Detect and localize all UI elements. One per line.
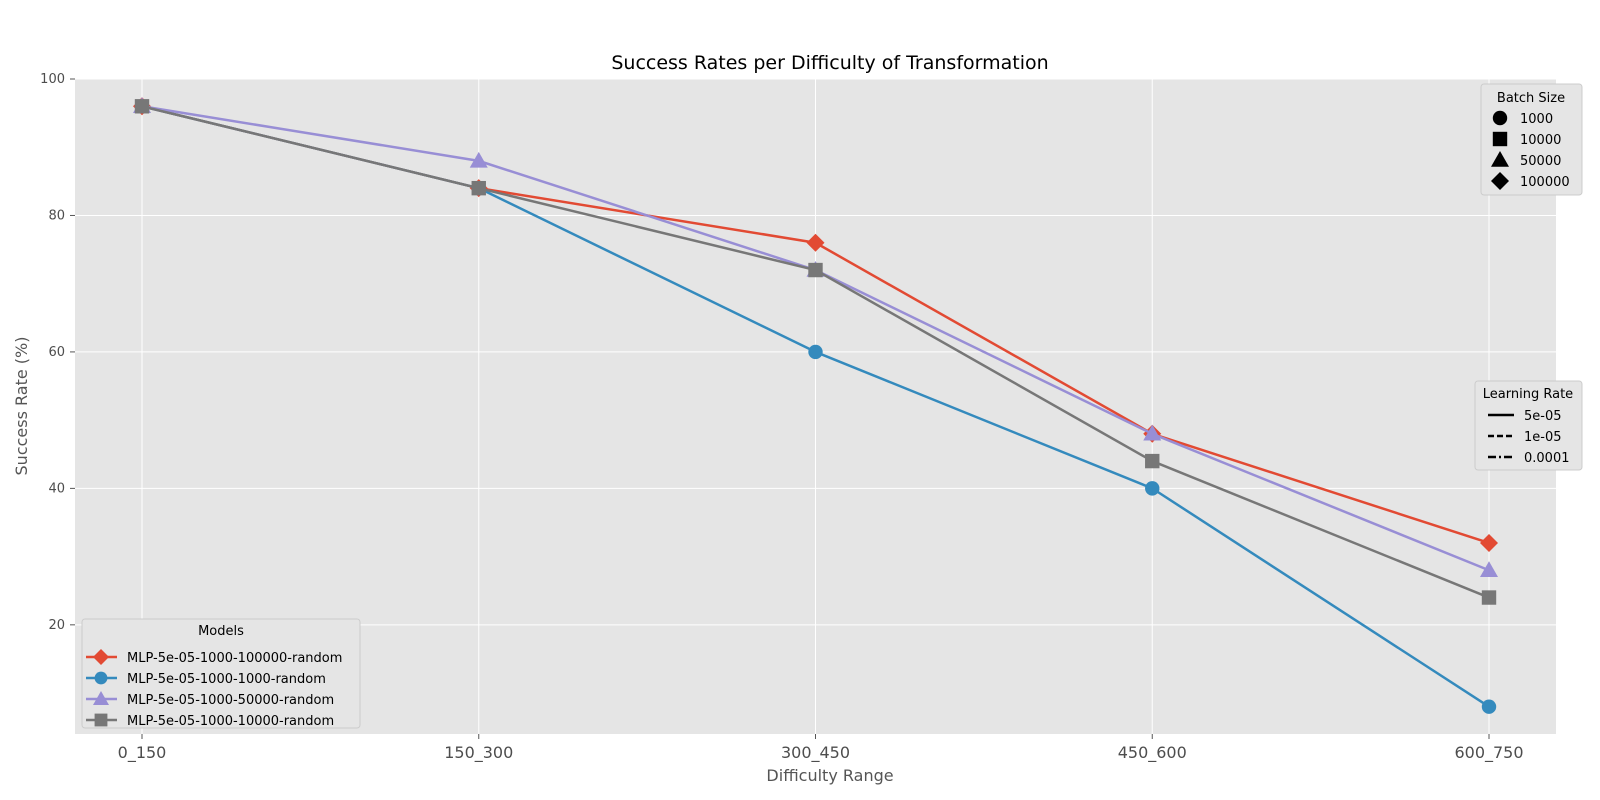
legend-models-label: MLP-5e-05-1000-50000-random: [127, 693, 334, 708]
legend-batch-size-item: 100000: [1491, 172, 1570, 190]
legend-learning-rate-label: 1e-05: [1524, 430, 1562, 445]
legend-learning-rate-item: 0.0001: [1488, 451, 1570, 466]
legend-batch-size-label: 100000: [1520, 175, 1570, 190]
legend-models-item: MLP-5e-05-1000-50000-random: [86, 691, 334, 708]
data-point-3-450-600: [1143, 424, 1162, 441]
legend-models-marker: [93, 691, 109, 705]
data-point-2-450-600: [1145, 481, 1160, 496]
legend-batch-size-label: 1000: [1520, 112, 1553, 127]
legend-batch-size-item: 50000: [1491, 151, 1561, 169]
legend-learning-rate-item: 1e-05: [1488, 430, 1562, 445]
data-point-1-600-750: [1480, 533, 1498, 552]
legend-models: Models MLP-5e-05-1000-100000-random MLP-5…: [81, 618, 361, 729]
legend-models-label: MLP-5e-05-1000-100000-random: [127, 651, 342, 666]
data-point-4-600-750: [1481, 590, 1497, 605]
x-tick-label-600-750: 600_750: [1454, 743, 1523, 763]
legend-learning-rate-item: 5e-05: [1488, 409, 1562, 424]
legend-batch-size: Batch Size 1000 10000 50000 100000: [1480, 83, 1583, 196]
legend-batch-size-marker: [1492, 131, 1508, 147]
legend-learning-rate-title: Learning Rate: [1483, 387, 1573, 402]
legend-models-label: MLP-5e-05-1000-1000-random: [127, 672, 326, 687]
legend-models-marker: [94, 713, 108, 727]
legend-learning-rate-label: 0.0001: [1524, 451, 1570, 466]
data-point-4-300-450: [808, 262, 823, 278]
legend-learning-rate: Learning Rate 5e-05 1e-05 0.0001: [1474, 380, 1583, 471]
legend-models-marker: [94, 671, 108, 685]
data-point-3-600-750: [1480, 561, 1498, 577]
y-tick-label-60: 60: [48, 345, 65, 360]
legend-learning-rate-label: 5e-05: [1524, 409, 1562, 424]
y-tick-label-80: 80: [48, 208, 65, 223]
legend-models-item: MLP-5e-05-1000-1000-random: [86, 671, 326, 687]
y-tick-label-40: 40: [48, 481, 65, 496]
legend-batch-size-box: [1480, 83, 1583, 196]
legend-batch-size-marker: [1492, 110, 1508, 126]
legend-batch-size-label: 10000: [1520, 133, 1561, 148]
y-axis-ticks: 20 40 60 80 100: [40, 72, 75, 633]
x-tick-label-150-300: 150_300: [444, 743, 513, 763]
legend-learning-rate-box: [1474, 380, 1583, 471]
series-group: [133, 97, 1498, 714]
legend-models-item: MLP-5e-05-1000-10000-random: [86, 713, 334, 729]
data-point-2-300-450: [808, 344, 823, 360]
y-tick-label-20: 20: [48, 618, 65, 633]
data-point-2-600-750: [1481, 699, 1497, 714]
y-tick-label-100: 100: [40, 72, 65, 87]
x-tick-label-450-600: 450_600: [1118, 743, 1187, 763]
legend-batch-size-marker: [1491, 151, 1509, 167]
legend-models-title: Models: [198, 624, 244, 639]
legend-batch-size-item: 10000: [1492, 131, 1561, 148]
legend-batch-size-title: Batch Size: [1497, 91, 1565, 106]
legend-models-marker: [93, 649, 109, 665]
x-axis-ticks: 0_150 150_300 300_450 450_600 600_750: [118, 734, 1524, 763]
legend-batch-size-marker: [1491, 172, 1509, 190]
legend-models-item: MLP-5e-05-1000-100000-random: [86, 649, 342, 666]
legend-models-box: [81, 618, 361, 729]
x-axis-label: Difficulty Range: [766, 766, 893, 785]
legend-batch-size-label: 50000: [1520, 154, 1561, 169]
series-mlp-5e-05-1000-10000-random: [134, 99, 1497, 605]
data-point-1-300-450: [806, 233, 825, 252]
data-point-4-450-600: [1145, 453, 1160, 469]
legend-batch-size-item: 1000: [1492, 110, 1553, 127]
x-tick-label-0-150: 0_150: [118, 743, 167, 763]
data-point-3-150-300: [469, 151, 488, 168]
legend-models-label: MLP-5e-05-1000-10000-random: [127, 714, 334, 729]
chart-title: Success Rates per Difficulty of Transfor…: [611, 52, 1048, 74]
data-point-4-0-150: [134, 99, 150, 114]
data-point-4-150-300: [471, 180, 486, 196]
x-tick-label-300-450: 300_450: [781, 743, 850, 763]
y-axis-label: Success Rate (%): [12, 337, 31, 476]
